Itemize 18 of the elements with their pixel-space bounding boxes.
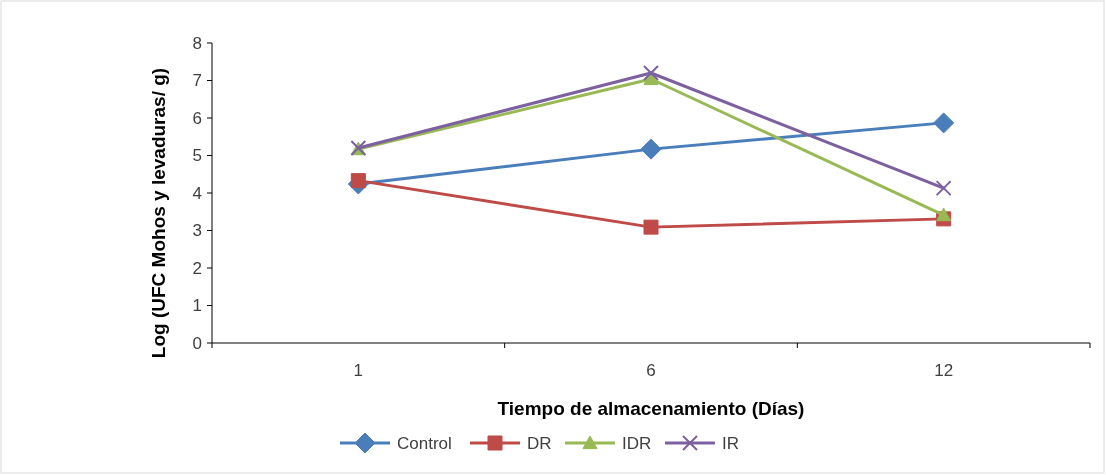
y-axis-title: Log (UFC Mohos y levaduras/ g) [148, 67, 169, 359]
y-tick-label: 1 [192, 296, 202, 316]
x-tick-label: 6 [646, 361, 656, 380]
y-tick-label: 8 [192, 33, 202, 53]
y-tick-label: 0 [192, 333, 202, 353]
x-tick-label: 1 [353, 361, 364, 380]
x-tick-label: 12 [934, 361, 954, 380]
legend-label: DR [527, 433, 552, 453]
x-axis-title: Tiempo de almacenamiento (Días) [497, 398, 805, 419]
y-tick-label: 2 [192, 258, 202, 278]
y-tick-label: 4 [192, 183, 202, 203]
y-tick-label: 5 [192, 146, 202, 166]
legend-label: IR [722, 433, 739, 453]
y-tick-label: 7 [192, 71, 202, 91]
legend-label: Control [397, 433, 452, 453]
y-tick-label: 3 [192, 221, 202, 241]
y-tick-label: 6 [192, 108, 202, 128]
legend-label: IDR [622, 433, 652, 453]
